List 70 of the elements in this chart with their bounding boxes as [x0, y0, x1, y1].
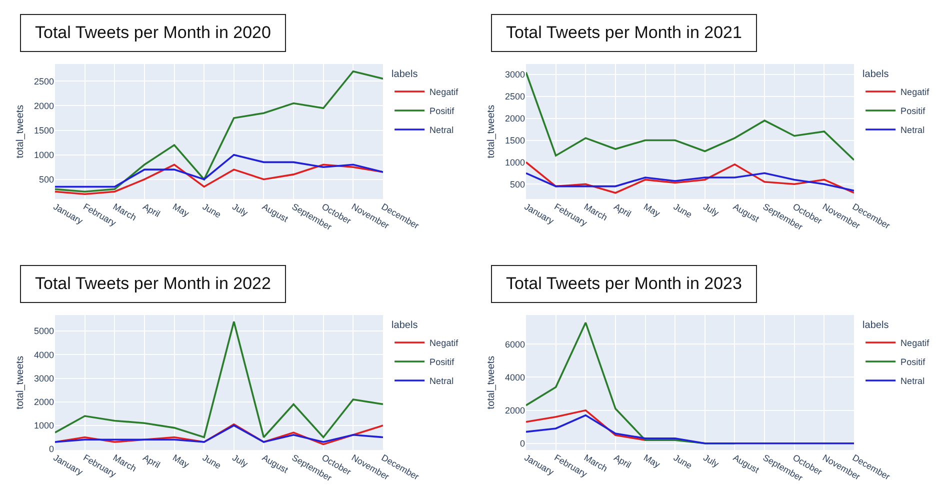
legend-label: Netral: [900, 376, 925, 386]
x-tick-label: July: [230, 201, 250, 218]
legend-label: Negatif: [900, 87, 930, 98]
y-tick-label: 4000: [504, 372, 525, 382]
x-tick-label: June: [200, 452, 223, 471]
x-tick-label: April: [612, 201, 633, 220]
x-tick-label: July: [230, 452, 250, 470]
legend-label: Netral: [430, 125, 454, 136]
line-series: [526, 409, 646, 441]
line-series: [526, 71, 854, 161]
legend-title: labels: [392, 69, 418, 80]
y-tick-label: 0: [520, 438, 525, 449]
chart-title: Total Tweets per Month in 2020: [20, 14, 286, 52]
y-tick-label: 6000: [504, 339, 525, 350]
y-tick-label: 5000: [34, 326, 54, 336]
line-series: [55, 320, 383, 438]
legend-title: labels: [862, 69, 889, 80]
chart-title: Total Tweets per Month in 2022: [20, 265, 286, 303]
legend-label: Negatif: [430, 87, 459, 98]
legend-label: Positif: [900, 106, 926, 116]
y-axis-title: total_tweets: [486, 104, 497, 158]
chart-title: Total Tweets per Month in 2021: [491, 14, 757, 52]
y-tick-label: 3000: [34, 373, 54, 384]
line-series: [55, 154, 383, 188]
chart-title: Total Tweets per Month in 2023: [491, 265, 757, 303]
legend-label: Netral: [430, 376, 454, 386]
y-tick-label: 4000: [34, 350, 54, 360]
x-tick-label: April: [612, 452, 633, 470]
legend-title: labels: [392, 320, 418, 331]
legend-label: Negatif: [430, 338, 459, 348]
y-tick-label: 1000: [34, 420, 54, 431]
x-tick-label: July: [702, 452, 721, 470]
legend-label: Netral: [900, 125, 925, 136]
y-axis-title: total_tweets: [14, 356, 26, 410]
x-tick-label: May: [171, 452, 192, 470]
x-tick-label: May: [171, 201, 192, 219]
x-tick-label: June: [672, 201, 694, 220]
y-tick-label: 2000: [34, 397, 54, 407]
y-tick-label: 2000: [504, 405, 525, 416]
y-tick-label: 2500: [34, 76, 54, 86]
line-series: [526, 414, 854, 444]
y-tick-label: 2000: [504, 114, 525, 124]
legend-label: Positif: [430, 106, 455, 116]
y-axis-title: total_tweets: [14, 104, 26, 158]
y-tick-label: 500: [38, 174, 54, 185]
y-tick-label: 2000: [34, 100, 54, 111]
y-tick-label: 1500: [34, 125, 54, 136]
y-axis-title: total_tweets: [486, 356, 497, 410]
x-tick-label: May: [642, 452, 662, 470]
x-tick-label: July: [702, 201, 721, 218]
line-series: [526, 161, 854, 194]
line-series: [526, 172, 854, 192]
x-tick-label: June: [200, 201, 223, 220]
x-tick-label: May: [642, 201, 662, 219]
legend-label: Negatif: [900, 338, 930, 348]
y-tick-label: 1000: [34, 150, 54, 160]
x-tick-label: April: [141, 201, 162, 220]
y-tick-label: 0: [48, 444, 54, 454]
y-tick-label: 3000: [504, 70, 525, 80]
line-series: [55, 164, 383, 195]
y-tick-label: 2500: [504, 92, 525, 102]
legend-label: Positif: [900, 357, 926, 368]
legend-title: labels: [862, 320, 889, 331]
y-tick-label: 1500: [504, 135, 525, 146]
x-tick-label: June: [672, 452, 694, 471]
legend-label: Positif: [430, 357, 455, 368]
line-series: [55, 70, 383, 193]
y-tick-label: 500: [510, 179, 525, 190]
y-tick-label: 1000: [504, 157, 525, 168]
x-tick-label: April: [141, 452, 162, 470]
